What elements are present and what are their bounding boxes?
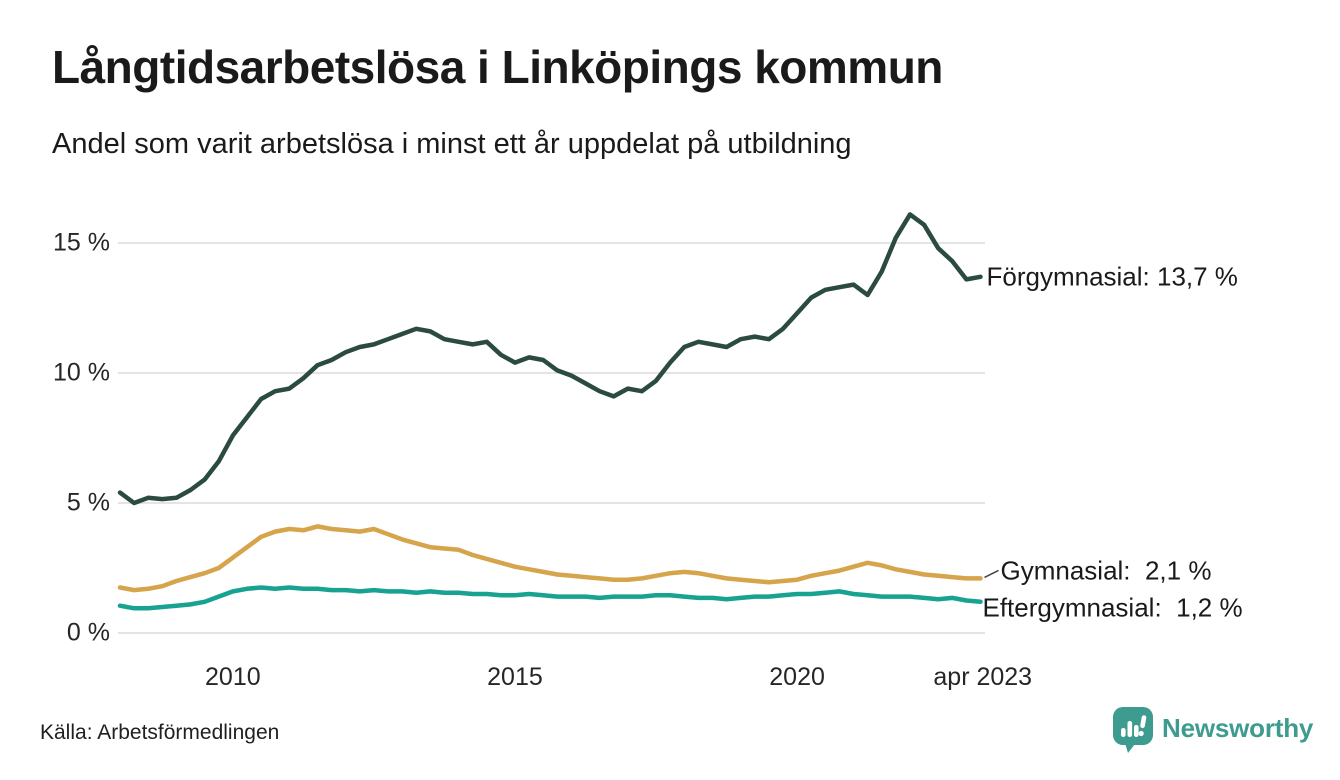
newsworthy-wordmark: Newsworthy xyxy=(1162,712,1314,743)
series-end-label-forgymnasial: Förgymnasial: 13,7 % xyxy=(986,261,1238,292)
line-gymnasial xyxy=(117,524,983,593)
series-end-label-eftergymnasial: Eftergymnasial: 1,2 % xyxy=(982,592,1243,623)
label-connector-gymnasial xyxy=(984,569,999,579)
y-axis-tick-5pct: 5 % xyxy=(66,488,110,517)
x-axis-tick-apr2023: apr 2023 xyxy=(933,663,1033,691)
y-axis-tick-0pct: 0 % xyxy=(66,618,110,647)
page-title: Långtidsarbetslösa i Linköpings kommun xyxy=(52,41,943,93)
x-axis-tick-2010: 2010 xyxy=(205,663,261,691)
source-note: Källa: Arbetsförmedlingen xyxy=(40,721,280,744)
x-axis-tick-2015: 2015 xyxy=(487,663,543,691)
line-forgymnasial xyxy=(117,212,983,506)
page-subtitle: Andel som varit arbetslösa i minst ett å… xyxy=(52,128,852,160)
x-axis-tick-2020: 2020 xyxy=(769,663,825,691)
newsworthy-bar-chart-icon xyxy=(1113,707,1153,753)
y-axis-tick-15pct: 15 % xyxy=(53,228,110,257)
newsworthy-logo: Newsworthy xyxy=(1112,706,1313,754)
line-eftergymnasial xyxy=(117,585,983,611)
y-axis-tick-10pct: 10 % xyxy=(53,358,110,387)
series-end-label-gymnasial: Gymnasial: 2,1 % xyxy=(1000,555,1212,586)
